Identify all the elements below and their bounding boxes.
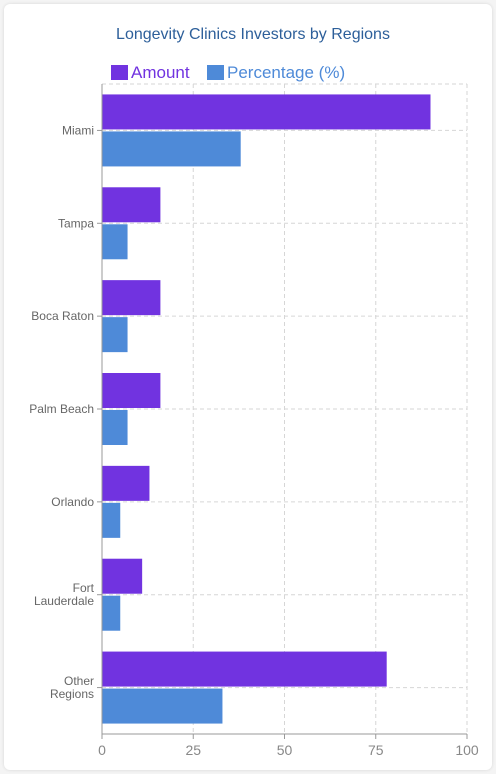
x-tick-label: 100	[455, 742, 479, 758]
bar-percentage	[102, 502, 121, 538]
bar-amount	[102, 280, 161, 316]
legend-swatch-percentage	[207, 65, 224, 80]
chart-card	[4, 4, 492, 770]
category-label: Other Regions	[50, 674, 94, 701]
legend-label-amount: Amount	[131, 63, 190, 82]
bar-amount	[102, 187, 161, 223]
bar-percentage	[102, 688, 223, 724]
bar-percentage	[102, 131, 241, 167]
bar-amount	[102, 651, 387, 687]
category-label: Boca Raton	[31, 309, 94, 323]
legend-label-percentage: Percentage (%)	[227, 63, 345, 82]
legend-swatch-amount	[111, 65, 128, 80]
category-label: Tampa	[58, 216, 94, 230]
legend: Amount Percentage (%)	[111, 63, 345, 82]
x-tick-label: 0	[98, 742, 106, 758]
chart-title: Longevity Clinics Investors by Regions	[116, 26, 390, 43]
bars	[102, 94, 431, 724]
category-labels: Miami Tampa Boca Raton Palm Beach Orlando For…	[29, 123, 94, 701]
category-label: Orlando	[51, 495, 94, 509]
bar-amount	[102, 94, 431, 130]
bar-amount	[102, 558, 143, 594]
bar-percentage	[102, 317, 128, 353]
grid	[101, 83, 468, 734]
category-label: Miami	[62, 123, 94, 137]
bar-amount	[102, 465, 150, 501]
category-label: Palm Beach	[29, 402, 94, 416]
x-tick-label: 75	[368, 742, 384, 758]
bar-percentage	[102, 410, 128, 445]
category-label: Fort Lauderdale	[34, 581, 95, 608]
bar-percentage	[102, 224, 128, 260]
axes	[97, 84, 468, 739]
x-tick-label: 50	[277, 742, 293, 758]
bar-percentage	[102, 595, 121, 631]
bar-amount	[102, 373, 161, 408]
x-axis-ticks: 0 25 50 75 100	[98, 742, 479, 758]
x-tick-label: 25	[185, 742, 201, 758]
